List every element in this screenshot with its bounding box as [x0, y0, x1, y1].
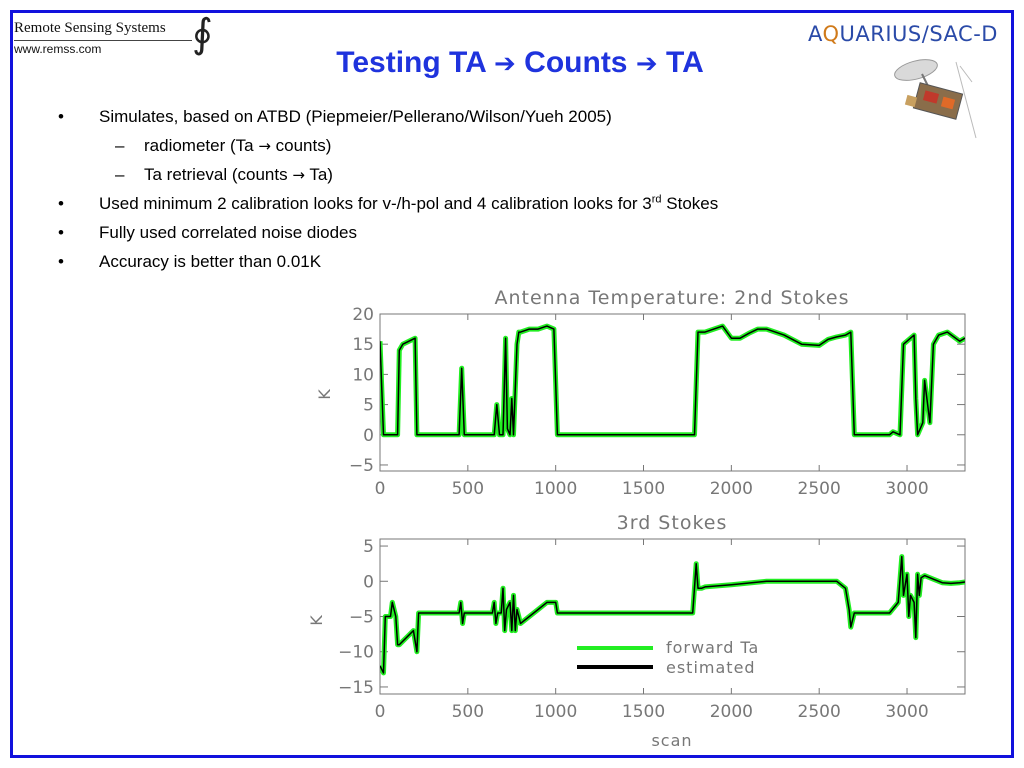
- arrow-right-icon: →: [292, 166, 305, 184]
- slide-title: Testing TA ➔ Counts ➔ TA: [270, 46, 770, 80]
- y-axis-label: K: [307, 614, 326, 626]
- bullet-text: Accuracy is better than 0.01K: [99, 252, 322, 271]
- y-tick-label: −5: [349, 456, 374, 476]
- title-part-ta-end: TA: [665, 46, 704, 79]
- chart-title: 3rd Stokes: [617, 512, 728, 534]
- x-tick-label: 3000: [885, 479, 928, 499]
- x-tick-label: 2500: [798, 479, 841, 499]
- plot-frame: [379, 313, 966, 472]
- x-tick-label: 3000: [885, 702, 928, 722]
- bullet-text: Used minimum 2 calibration looks for v-/…: [99, 193, 719, 213]
- chart-title: Antenna Temperature: 2nd Stokes: [494, 287, 849, 309]
- x-tick-label: 2500: [798, 702, 841, 722]
- series-estimated-line: [380, 555, 965, 674]
- series-estimated-line: [380, 325, 965, 436]
- y-tick-label: 20: [352, 305, 374, 325]
- x-tick-label: 500: [452, 702, 484, 722]
- sub-bullet-item: – radiometer (Ta → counts): [58, 131, 878, 160]
- logo-rule: [14, 40, 192, 41]
- y-axis-label: K: [315, 388, 334, 400]
- x-tick-label: 2000: [710, 702, 753, 722]
- org-name: Remote Sensing Systems: [14, 20, 166, 36]
- sub-bullet-marker: –: [115, 136, 125, 155]
- x-tick-label: 1000: [534, 702, 577, 722]
- satellite-icon: [894, 59, 977, 139]
- bullet-item: • Accuracy is better than 0.01K: [58, 247, 878, 276]
- bullet-list: • Simulates, based on ATBD (Piepmeier/Pe…: [58, 102, 878, 276]
- bullet-item: • Simulates, based on ATBD (Piepmeier/Pe…: [58, 102, 878, 131]
- legend-label-estimated: estimated: [666, 658, 756, 677]
- arrow-right-icon: →: [258, 137, 271, 155]
- x-axis-label: scan: [651, 731, 692, 750]
- y-tick-label: 0: [363, 426, 374, 446]
- superscript: rd: [651, 193, 662, 206]
- x-tick-label: 1500: [622, 479, 665, 499]
- y-tick-label: −10: [338, 643, 374, 663]
- bullet-marker: •: [58, 223, 64, 242]
- logo-letter-a: A: [808, 22, 823, 46]
- series-forward-ta-line: [380, 323, 965, 438]
- bullet-text: Fully used correlated noise diodes: [99, 223, 357, 242]
- y-tick-label: 15: [352, 335, 374, 355]
- x-tick-label: 2000: [710, 479, 753, 499]
- y-tick-label: 5: [363, 396, 374, 416]
- sub-bullet-item: – Ta retrieval (counts → Ta): [58, 160, 878, 189]
- bullet-text: Simulates, based on ATBD (Piepmeier/Pell…: [99, 107, 612, 126]
- x-tick-label: 500: [452, 479, 484, 499]
- bullet-marker: •: [58, 252, 64, 271]
- chart-plot-3rd-stokes: 0 500 1000 1500 2000 2500 3000 −15 −10 −5 0 5: [338, 537, 966, 722]
- bullet-marker: •: [58, 107, 64, 126]
- sub-bullet-text: Ta retrieval (counts → Ta): [144, 165, 333, 184]
- y-tick-label: −5: [349, 608, 374, 628]
- x-tick-label: 0: [375, 702, 386, 722]
- logo-text-rest: UARIUS/SAC-D: [839, 22, 998, 46]
- y-tick-label: 5: [363, 537, 374, 557]
- arrow-right-icon: ➔: [494, 49, 516, 79]
- bullet-marker: •: [58, 194, 64, 213]
- bullet-item: • Used minimum 2 calibration looks for v…: [58, 189, 878, 218]
- sub-bullet-text: radiometer (Ta → counts): [144, 136, 332, 155]
- x-tick-label: 1000: [534, 479, 577, 499]
- arrow-right-icon: ➔: [635, 49, 658, 79]
- stokes-charts: Antenna Temperature: 2nd Stokes K 0 500 10…: [307, 287, 966, 750]
- integral-emblem-icon: ∮: [192, 11, 213, 57]
- y-tick-label: 10: [352, 365, 374, 385]
- legend-label-forward: forward Ta: [666, 638, 759, 657]
- aquarius-logo: AQUARIUS/SAC-D: [808, 22, 1008, 46]
- bullet-item: • Fully used correlated noise diodes: [58, 218, 878, 247]
- y-tick-label: −15: [338, 678, 374, 698]
- title-part-ta: Testing TA: [336, 46, 486, 79]
- slide-frame: [10, 10, 1014, 758]
- x-tick-label: 1500: [622, 702, 665, 722]
- legend: forward Ta estimated: [577, 638, 759, 677]
- title-part-counts: Counts: [524, 46, 628, 79]
- y-tick-label: 0: [363, 572, 374, 592]
- sub-bullet-marker: –: [115, 165, 125, 184]
- org-url: www.remss.com: [14, 42, 102, 56]
- remss-logo: Remote Sensing Systems www.remss.com ∮: [14, 10, 214, 68]
- logo-letter-q: Q: [822, 22, 840, 46]
- x-tick-label: 0: [375, 479, 386, 499]
